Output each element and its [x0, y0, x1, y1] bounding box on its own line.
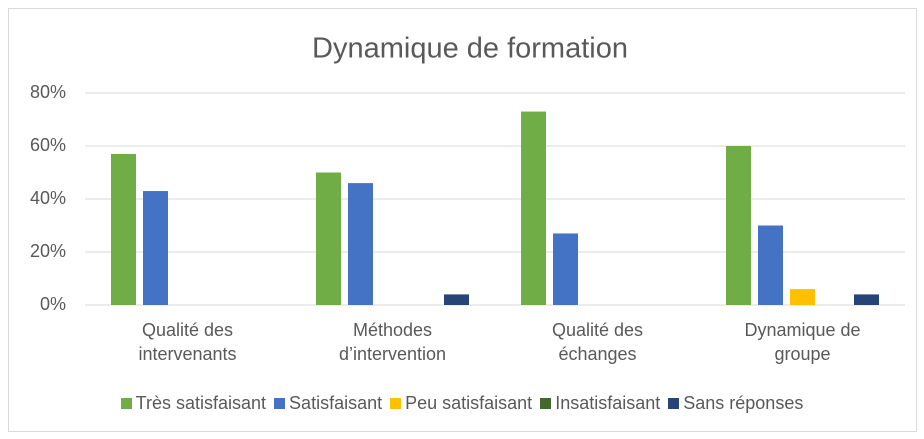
legend-swatch [120, 398, 132, 409]
y-tick-label: 60% [30, 135, 66, 155]
y-tick-label: 0% [40, 294, 66, 314]
legend-label: Très satisfaisant [135, 393, 267, 413]
legend-swatch [668, 398, 680, 409]
y-tick-label: 20% [30, 241, 66, 261]
bar [726, 146, 751, 305]
x-tick-label: Qualité des échanges [551, 320, 644, 364]
y-tick-label: 80% [30, 82, 66, 102]
legend-swatch [540, 398, 552, 409]
legend-label: Sans réponses [683, 393, 804, 413]
x-tick-label: Qualité des intervenants [138, 320, 237, 364]
legend-item: Très satisfaisant [120, 393, 267, 414]
bar [854, 294, 879, 305]
bar [316, 172, 341, 305]
legend-label: Insatisfaisant [555, 393, 661, 413]
x-tick-label: Méthodes d’intervention [338, 320, 447, 364]
bar [444, 294, 469, 305]
legend-swatch [274, 398, 286, 409]
legend-item: Satisfaisant [274, 393, 382, 414]
bar [348, 183, 373, 305]
legend-label: Peu satisfaisant [405, 393, 533, 413]
legend-item: Insatisfaisant [540, 393, 660, 414]
bar [553, 233, 578, 305]
legend-item: Sans réponses [668, 393, 803, 414]
legend-swatch [390, 398, 402, 409]
legend-label: Satisfaisant [289, 393, 383, 413]
bar [790, 289, 815, 305]
bar [143, 191, 168, 305]
bar [758, 225, 783, 305]
legend: Très satisfaisant Satisfaisant Peu satisfa… [0, 393, 924, 414]
y-tick-label: 40% [30, 188, 66, 208]
bar [521, 111, 546, 305]
chart-title: Dynamique de formation [312, 33, 628, 65]
legend-item: Peu satisfaisant [390, 393, 532, 414]
x-tick-label: Dynamique de groupe [744, 320, 861, 364]
bar [111, 153, 136, 305]
